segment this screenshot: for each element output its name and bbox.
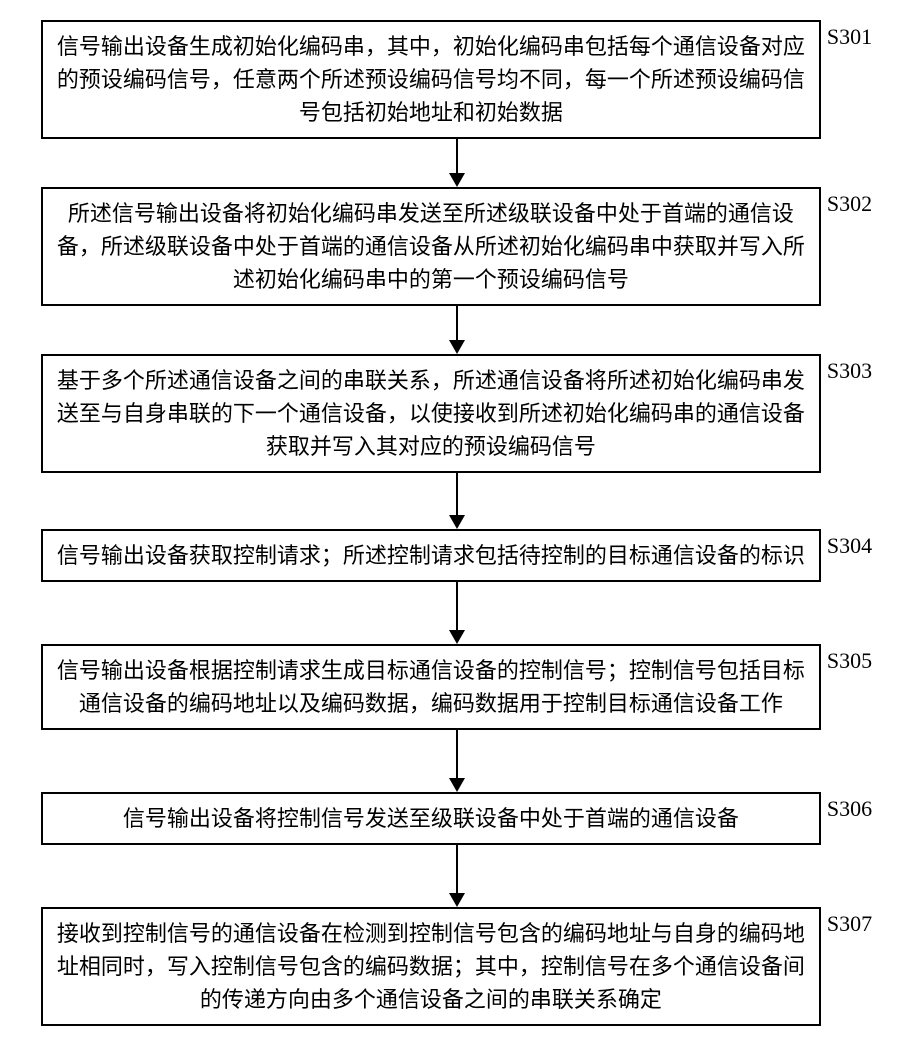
flow-arrow xyxy=(449,730,465,792)
flow-step-label: S304 xyxy=(827,529,872,559)
arrow-line xyxy=(456,473,458,515)
flow-box: 信号输出设备获取控制请求；所述控制请求包括待控制的目标通信设备的标识 xyxy=(41,529,821,582)
arrow-head-icon xyxy=(449,778,465,792)
flow-step-label: S303 xyxy=(827,354,872,384)
flow-step-label: S306 xyxy=(827,792,872,822)
flow-step-label: S305 xyxy=(827,644,872,674)
arrow-line xyxy=(456,845,458,893)
arrow-head-icon xyxy=(449,340,465,354)
flow-arrow xyxy=(449,139,465,187)
arrow-line xyxy=(456,582,458,630)
flow-box: 基于多个所述通信设备之间的串联关系，所述通信设备将所述初始化编码串发送至与自身串… xyxy=(41,354,821,473)
arrow-line xyxy=(456,730,458,778)
flow-box: 信号输出设备将控制信号发送至级联设备中处于首端的通信设备 xyxy=(41,792,821,845)
flow-step: 接收到控制信号的通信设备在检测到控制信号包含的编码地址与自身的编码地址相同时，写… xyxy=(10,907,903,1026)
flow-arrow xyxy=(449,845,465,907)
flow-step-label: S307 xyxy=(827,907,872,937)
arrow-head-icon xyxy=(449,893,465,907)
flow-step: 所述信号输出设备将初始化编码串发送至所述级联设备中处于首端的通信设备，所述级联设… xyxy=(10,187,903,306)
flow-box: 所述信号输出设备将初始化编码串发送至所述级联设备中处于首端的通信设备，所述级联设… xyxy=(41,187,821,306)
flow-step: 信号输出设备根据控制请求生成目标通信设备的控制信号；控制信号包括目标通信设备的编… xyxy=(10,644,903,730)
arrow-line xyxy=(456,306,458,340)
flow-box: 接收到控制信号的通信设备在检测到控制信号包含的编码地址与自身的编码地址相同时，写… xyxy=(41,907,821,1026)
flow-step: 信号输出设备将控制信号发送至级联设备中处于首端的通信设备S306 xyxy=(10,792,903,845)
flow-arrow xyxy=(449,473,465,529)
arrow-line xyxy=(456,139,458,173)
arrow-head-icon xyxy=(449,173,465,187)
arrow-head-icon xyxy=(449,630,465,644)
flow-step: 信号输出设备生成初始化编码串，其中，初始化编码串包括每个通信设备对应的预设编码信… xyxy=(10,20,903,139)
flow-step-label: S301 xyxy=(827,20,872,50)
flow-arrow xyxy=(449,306,465,354)
flow-step: 信号输出设备获取控制请求；所述控制请求包括待控制的目标通信设备的标识S304 xyxy=(10,529,903,582)
flow-arrow xyxy=(449,582,465,644)
flow-step: 基于多个所述通信设备之间的串联关系，所述通信设备将所述初始化编码串发送至与自身串… xyxy=(10,354,903,473)
flow-box: 信号输出设备根据控制请求生成目标通信设备的控制信号；控制信号包括目标通信设备的编… xyxy=(41,644,821,730)
flowchart-container: 信号输出设备生成初始化编码串，其中，初始化编码串包括每个通信设备对应的预设编码信… xyxy=(10,20,903,1026)
arrow-head-icon xyxy=(449,515,465,529)
flow-step-label: S302 xyxy=(827,187,872,217)
flow-box: 信号输出设备生成初始化编码串，其中，初始化编码串包括每个通信设备对应的预设编码信… xyxy=(41,20,821,139)
